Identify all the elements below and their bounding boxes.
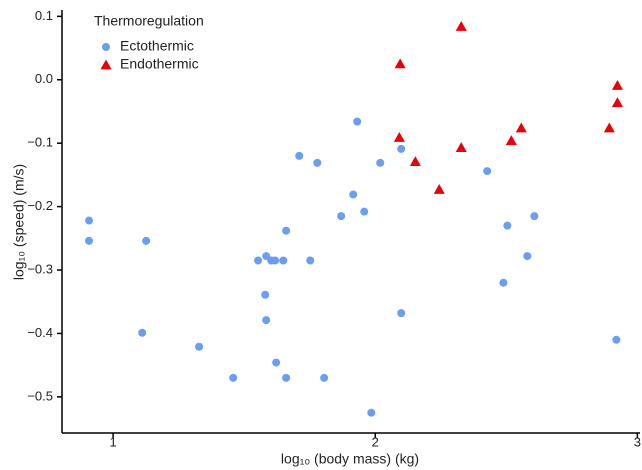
circle-marker xyxy=(295,151,304,160)
circle-marker xyxy=(142,236,151,245)
circle-marker xyxy=(306,256,315,265)
circle-marker xyxy=(272,358,281,367)
triangle-marker xyxy=(505,135,517,146)
x-tick-label: 2 xyxy=(372,434,379,449)
legend-marker xyxy=(102,43,110,51)
circle-marker xyxy=(612,335,621,344)
y-tick-label: −0.5 xyxy=(27,388,53,403)
triangle-marker xyxy=(515,122,527,133)
circle-marker xyxy=(397,144,406,153)
triangle-marker xyxy=(393,131,405,142)
circle-marker xyxy=(499,278,508,287)
x-axis-title: log₁₀ (body mass) (kg) xyxy=(281,451,419,467)
circle-marker xyxy=(313,158,322,167)
circle-marker xyxy=(279,256,288,265)
y-tick-label: 0.0 xyxy=(35,71,53,86)
circle-marker xyxy=(320,373,329,382)
triangle-marker xyxy=(433,183,445,194)
circle-marker xyxy=(195,342,204,351)
triangle-marker xyxy=(409,156,421,166)
circle-marker xyxy=(84,236,93,245)
x-tick-label: 1 xyxy=(109,434,116,449)
circle-marker xyxy=(229,373,238,382)
y-tick-label: −0.1 xyxy=(27,135,53,150)
circle-marker xyxy=(483,167,492,176)
triangle-marker xyxy=(611,97,623,107)
triangle-marker xyxy=(611,79,623,90)
circle-marker xyxy=(367,408,376,417)
circle-marker xyxy=(523,252,532,261)
circle-marker xyxy=(262,316,271,325)
circle-marker xyxy=(376,158,385,167)
legend-title: Thermoregulation xyxy=(94,13,204,29)
triangle-marker xyxy=(455,20,467,31)
circle-marker xyxy=(138,328,147,337)
circle-marker xyxy=(503,221,512,230)
triangle-marker xyxy=(455,142,467,153)
y-tick-label: −0.2 xyxy=(27,198,53,213)
circle-marker xyxy=(397,309,406,318)
circle-marker xyxy=(261,290,270,299)
triangle-marker xyxy=(603,122,615,133)
circle-marker xyxy=(353,117,362,126)
y-tick-label: 0.1 xyxy=(35,8,53,23)
y-tick-label: −0.4 xyxy=(27,325,53,340)
x-tick-label: 3 xyxy=(634,434,641,449)
y-axis-title: log₁₀ (speed) (m/s) xyxy=(11,164,27,280)
circle-marker xyxy=(84,216,93,225)
circle-marker xyxy=(337,212,346,221)
circle-marker xyxy=(282,373,291,382)
circle-marker xyxy=(530,212,539,221)
legend-marker xyxy=(100,59,112,70)
circle-marker xyxy=(349,190,358,199)
y-tick-label: −0.3 xyxy=(27,261,53,276)
legend-label: Endothermic xyxy=(120,56,199,72)
circle-marker xyxy=(282,226,291,235)
circle-marker xyxy=(360,207,369,216)
triangle-marker xyxy=(394,58,406,69)
circle-marker xyxy=(254,256,263,265)
circle-marker xyxy=(271,256,280,265)
legend-label: Ectothermic xyxy=(120,38,194,54)
